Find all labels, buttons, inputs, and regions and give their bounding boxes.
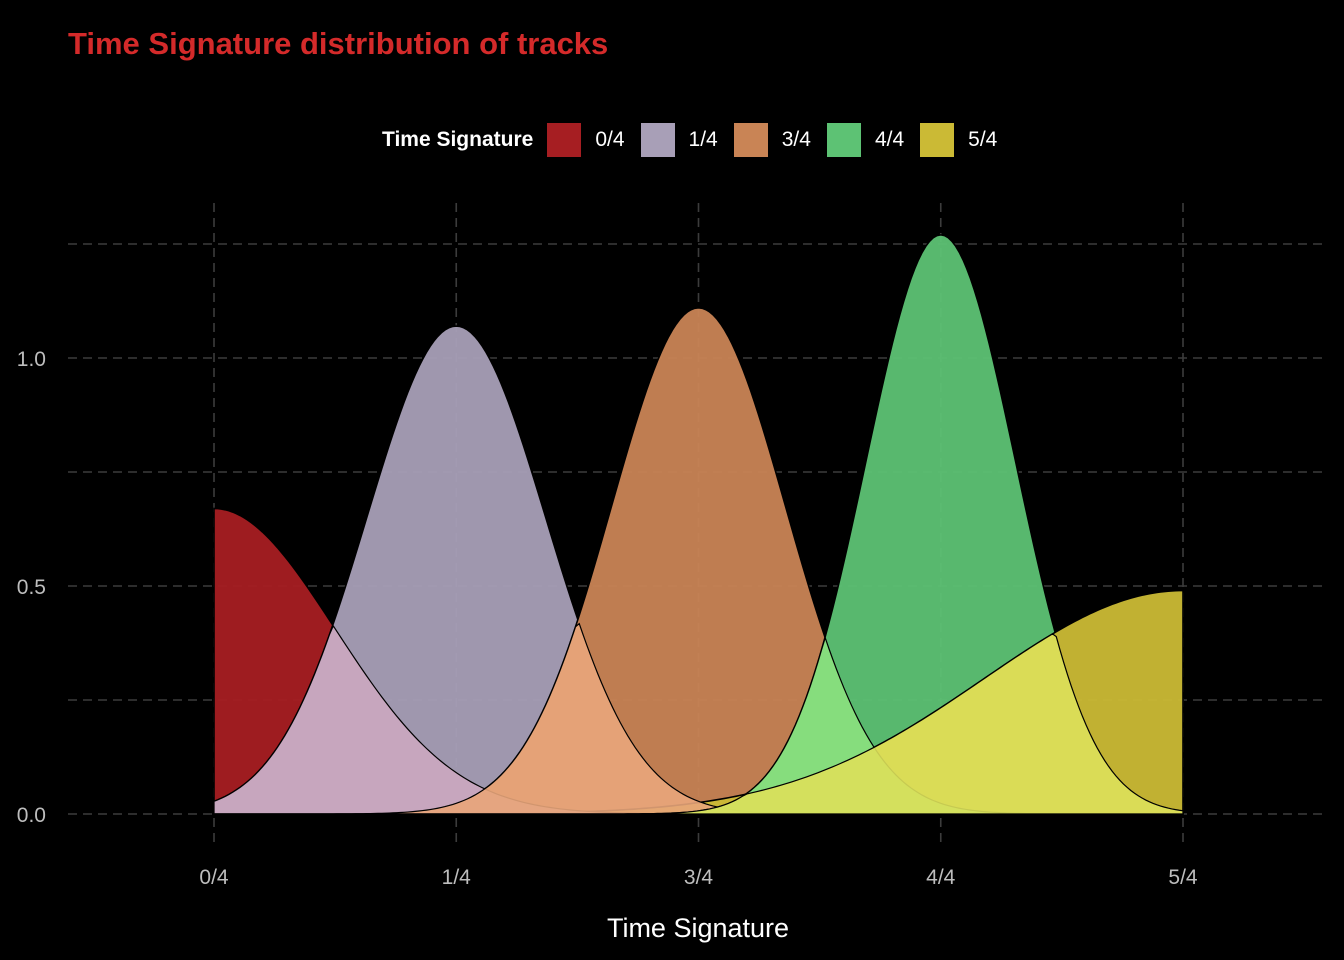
- y-tick-label: 0.0: [17, 804, 46, 827]
- legend-item-4-4: 4/4: [826, 123, 905, 157]
- legend-label-1-4: 1/4: [688, 128, 718, 151]
- x-axis-title: Time Signature: [606, 913, 790, 943]
- x-tick-label: 4/4: [926, 866, 956, 889]
- legend-swatch-0-4: [547, 123, 582, 157]
- legend-swatch-1-4: [640, 123, 675, 157]
- legend-label-3-4: 3/4: [781, 128, 811, 151]
- x-tick-label: 3/4: [684, 866, 714, 889]
- legend: Time Signature 0/4 1/4 3/4 4/4 5/4: [382, 122, 1013, 158]
- legend-item-0-4: 0/4: [547, 123, 625, 157]
- density-areas: [213, 234, 1184, 815]
- legend-swatch-5-4: [920, 123, 955, 157]
- legend-item-5-4: 5/4: [920, 123, 997, 157]
- y-tick-label: 0.5: [17, 576, 46, 599]
- x-tick-label: 5/4: [1168, 866, 1198, 889]
- legend-swatch-3-4: [733, 123, 768, 157]
- legend-label-4-4: 4/4: [874, 128, 905, 151]
- chart-title: Time Signature distribution of tracks: [68, 26, 609, 61]
- legend-swatch-4-4: [826, 123, 861, 157]
- x-tick-label: 0/4: [199, 866, 229, 889]
- y-tick-label: 1.0: [17, 348, 46, 371]
- density-overlap: [214, 633, 1184, 815]
- legend-label-5-4: 5/4: [968, 128, 998, 151]
- x-tick-label: 1/4: [442, 866, 472, 889]
- legend-label-0-4: 0/4: [595, 128, 625, 151]
- legend-title: Time Signature: [382, 128, 534, 151]
- axis-tick-labels: 0.0 0.5 1.0 0/4 1/4 3/4 4/4 5/4: [17, 348, 1198, 889]
- legend-item-3-4: 3/4: [733, 123, 811, 157]
- legend-item-1-4: 1/4: [640, 123, 718, 157]
